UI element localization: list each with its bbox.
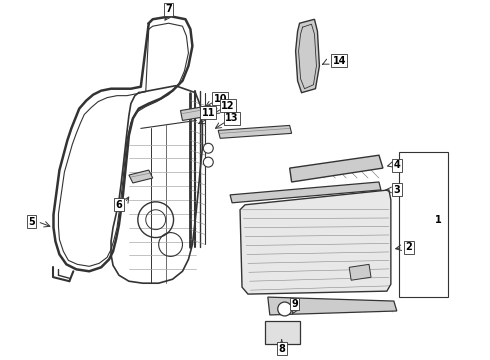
Circle shape [203, 157, 213, 167]
Text: 11: 11 [201, 108, 215, 117]
Circle shape [278, 302, 292, 316]
Polygon shape [349, 264, 371, 280]
Text: 14: 14 [333, 56, 346, 66]
Text: 8: 8 [278, 344, 285, 354]
Text: 5: 5 [28, 217, 35, 227]
Text: 4: 4 [393, 160, 400, 170]
Polygon shape [129, 170, 153, 183]
Text: 2: 2 [405, 243, 412, 252]
Text: 6: 6 [116, 200, 122, 210]
Text: 12: 12 [221, 100, 235, 111]
Polygon shape [265, 321, 299, 344]
Text: 3: 3 [393, 185, 400, 195]
Polygon shape [290, 155, 383, 182]
Text: 10: 10 [214, 94, 227, 104]
Polygon shape [180, 105, 212, 121]
Polygon shape [295, 19, 319, 93]
Text: 13: 13 [225, 113, 239, 123]
Polygon shape [230, 182, 381, 203]
Polygon shape [240, 190, 391, 294]
Text: 9: 9 [291, 299, 298, 309]
Text: 1: 1 [435, 215, 442, 225]
Circle shape [203, 143, 213, 153]
Polygon shape [268, 297, 397, 315]
Text: 7: 7 [165, 4, 172, 14]
Polygon shape [218, 125, 292, 138]
